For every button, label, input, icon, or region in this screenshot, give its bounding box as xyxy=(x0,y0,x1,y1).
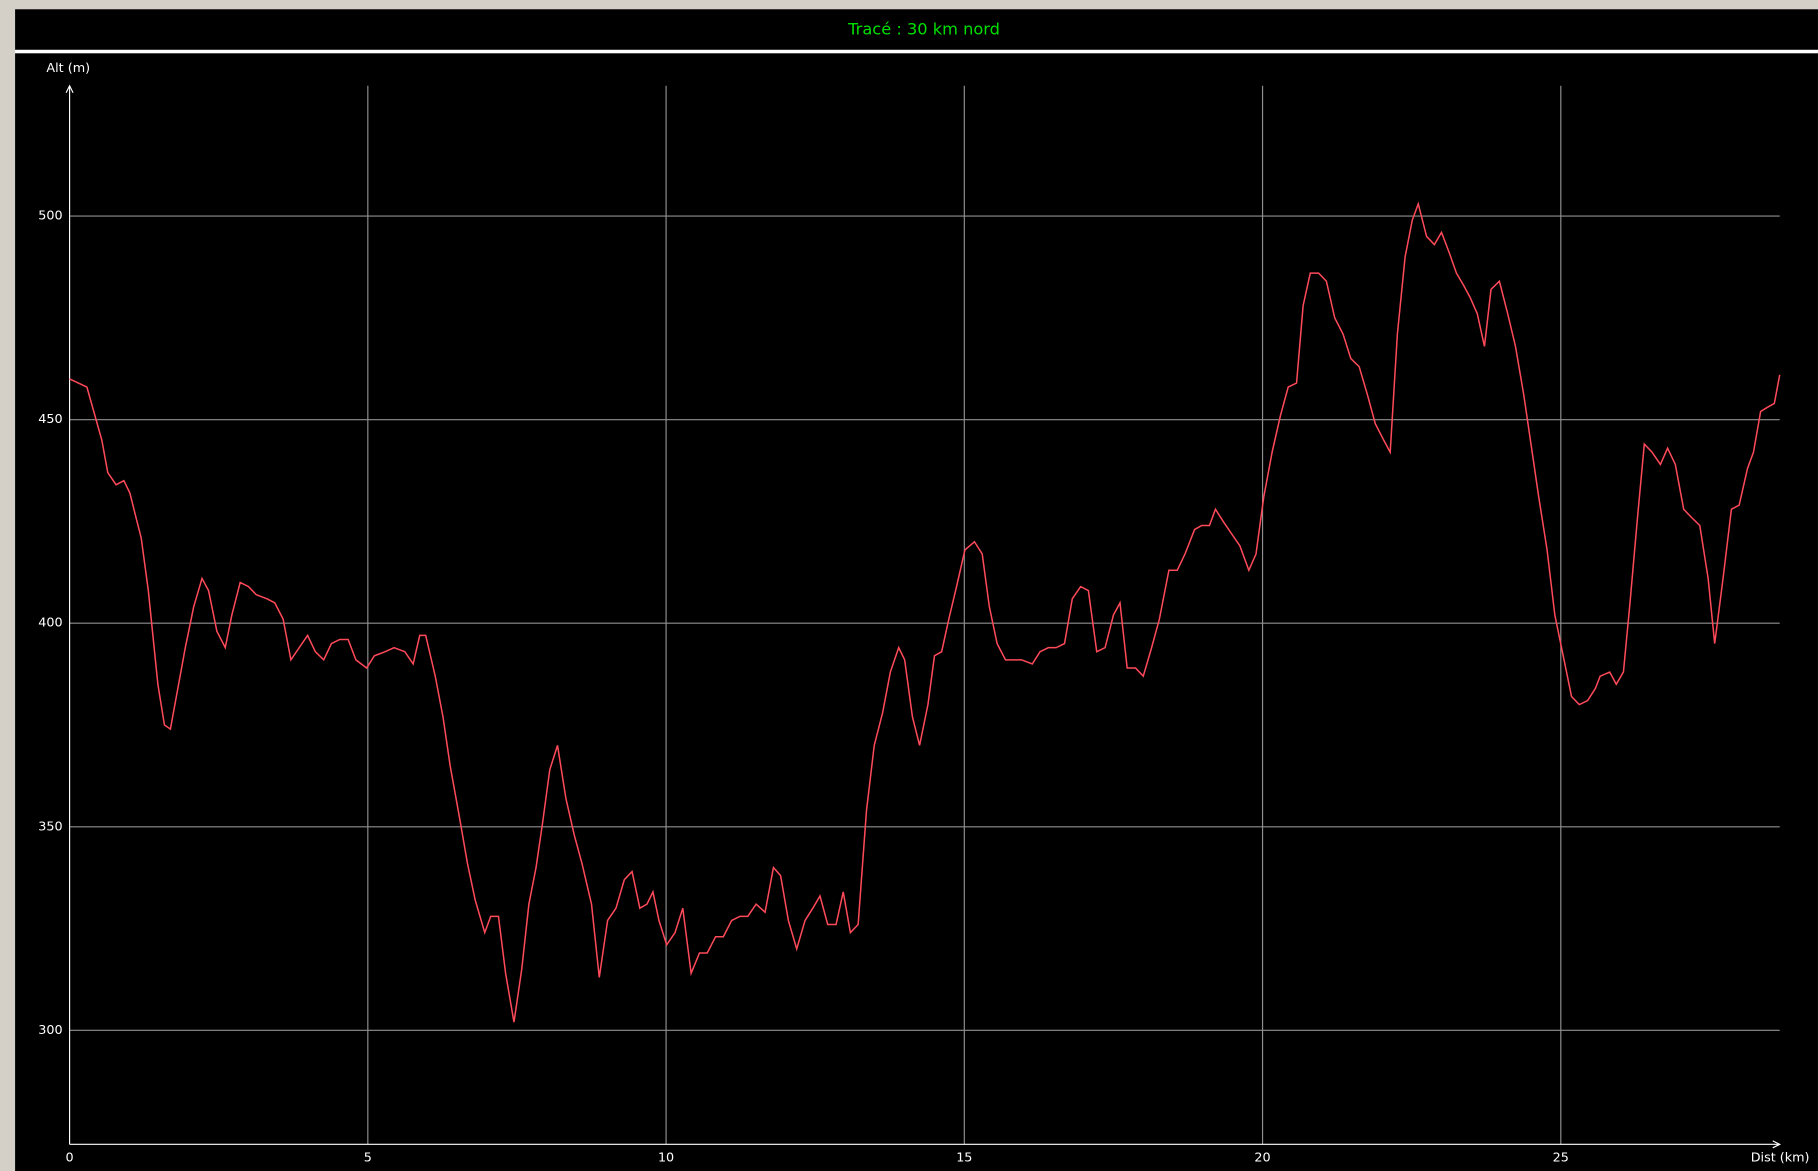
y-tick-label: 350 xyxy=(38,819,62,834)
x-tick-label: 25 xyxy=(1553,1151,1569,1166)
x-axis-label: Dist (km) xyxy=(1751,1151,1810,1166)
y-tick-label: 450 xyxy=(38,412,62,427)
title-bar xyxy=(15,9,1818,50)
y-tick-label: 300 xyxy=(38,1023,62,1038)
chart-title: Tracé : 30 km nord xyxy=(847,20,1000,39)
x-tick-label: 15 xyxy=(956,1151,972,1166)
x-tick-label: 20 xyxy=(1254,1151,1270,1166)
elevation-line xyxy=(69,201,1781,1023)
y-axis-arrow xyxy=(65,84,74,94)
plot-area xyxy=(15,53,1818,1171)
x-tick-label: 10 xyxy=(658,1151,674,1166)
y-axis-label: Alt (m) xyxy=(46,61,90,76)
y-tick-label: 500 xyxy=(38,209,62,224)
x-axis-arrow xyxy=(1772,1140,1782,1149)
separator xyxy=(15,49,1818,54)
x-tick-label: 0 xyxy=(66,1151,74,1166)
y-tick-label: 400 xyxy=(38,616,62,631)
x-tick-label: 5 xyxy=(364,1151,372,1166)
